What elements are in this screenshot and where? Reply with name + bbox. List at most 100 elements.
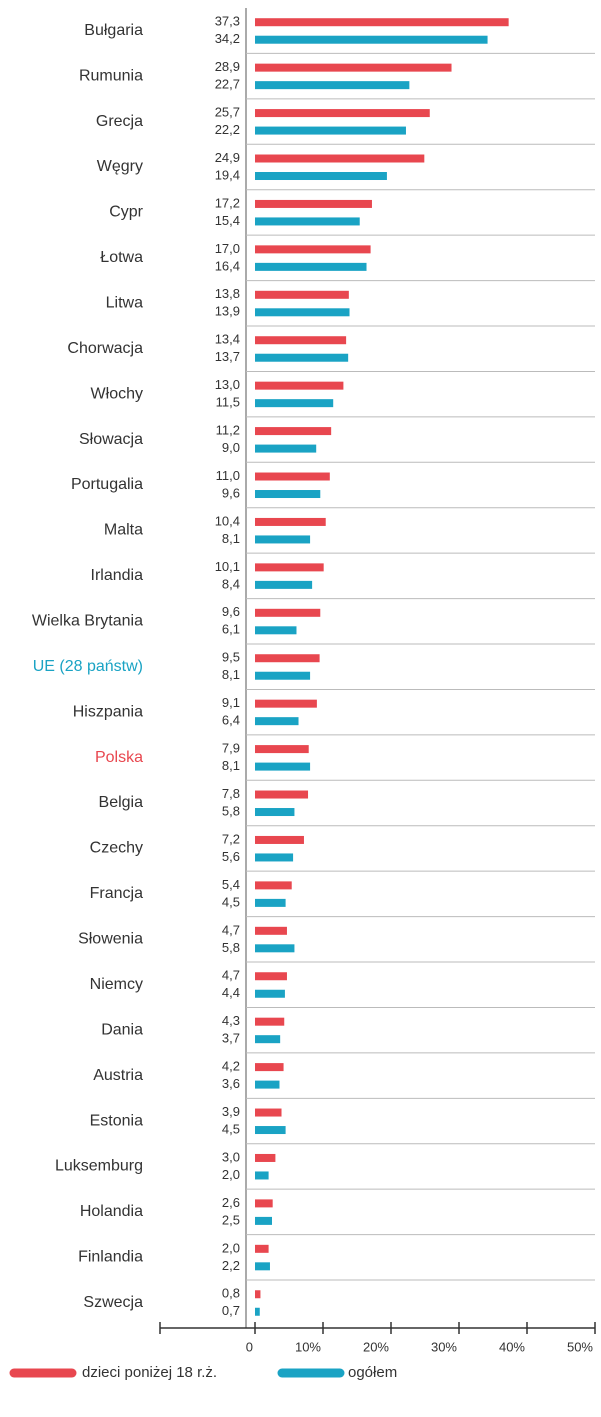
bar: [255, 654, 320, 663]
value-label: 8,1: [222, 531, 240, 546]
value-label: 22,7: [215, 77, 240, 92]
bar: [255, 81, 410, 90]
value-label: 9,5: [222, 650, 240, 665]
x-tick-label: 10%: [295, 1339, 321, 1354]
value-label: 9,0: [222, 440, 240, 455]
category-label: Luksemburg: [55, 1158, 143, 1175]
bar: [255, 1171, 269, 1180]
bar: [255, 336, 347, 345]
bar: [255, 427, 332, 436]
bar: [255, 626, 297, 635]
category-label: Malta: [104, 522, 143, 539]
value-label: 3,7: [222, 1031, 240, 1046]
bar: [255, 290, 349, 299]
bar: [255, 245, 371, 254]
bar: [255, 1035, 281, 1044]
value-label: 3,9: [222, 1104, 240, 1119]
value-label: 11,0: [216, 468, 240, 483]
value-label: 16,4: [215, 258, 240, 273]
bar: [255, 353, 349, 362]
category-label: Portugalia: [71, 476, 143, 493]
bar: [255, 671, 311, 680]
bar: [255, 1307, 260, 1316]
category-label: Grecja: [96, 113, 143, 130]
value-label: 4,7: [222, 922, 240, 937]
x-tick-label: 30%: [431, 1339, 457, 1354]
value-label: 11,2: [216, 423, 240, 438]
value-label: 13,7: [215, 349, 240, 364]
category-label: Holandia: [80, 1203, 143, 1220]
value-label: 0,8: [222, 1286, 240, 1301]
value-label: 2,6: [222, 1195, 240, 1210]
bar: [255, 745, 309, 754]
category-label: Litwa: [106, 295, 143, 312]
bar: [255, 1290, 261, 1299]
bar: [255, 898, 286, 907]
bar: [255, 808, 295, 817]
bar: [255, 18, 509, 27]
x-tick-label: 0: [246, 1339, 253, 1354]
value-label: 17,2: [215, 195, 240, 210]
category-label: Francja: [90, 885, 143, 902]
value-label: 13,8: [215, 286, 240, 301]
bar: [255, 699, 317, 708]
bar: [255, 1244, 269, 1253]
category-label: Rumunia: [79, 67, 143, 84]
bar: [255, 1080, 280, 1089]
bar: [255, 126, 406, 135]
bar: [255, 926, 287, 935]
bar: [255, 563, 324, 572]
x-tick-label: 20%: [363, 1339, 389, 1354]
value-label: 2,5: [222, 1212, 240, 1227]
value-label: 4,7: [222, 968, 240, 983]
value-label: 17,0: [215, 241, 240, 256]
value-label: 10,1: [215, 559, 240, 574]
value-label: 4,2: [222, 1059, 240, 1074]
bar: [255, 881, 292, 890]
value-label: 13,9: [215, 304, 240, 319]
bar: [255, 762, 311, 771]
category-label: Szwecja: [83, 1294, 143, 1311]
value-label: 13,0: [215, 377, 240, 392]
bar: [255, 490, 321, 499]
value-label: 11,5: [216, 395, 240, 410]
bar: [255, 109, 430, 118]
bar: [255, 853, 294, 862]
value-label: 15,4: [215, 213, 240, 228]
value-label: 22,2: [215, 122, 240, 137]
value-label: 4,3: [222, 1013, 240, 1028]
bar: [255, 199, 372, 208]
bar: [255, 1126, 286, 1135]
value-label: 28,9: [215, 59, 240, 74]
value-label: 4,5: [222, 894, 240, 909]
value-label: 7,2: [222, 831, 240, 846]
category-label: Hiszpania: [73, 703, 143, 720]
value-label: 6,4: [222, 713, 240, 728]
bar: [255, 154, 425, 163]
category-label: Irlandia: [91, 567, 144, 584]
value-label: 2,0: [222, 1167, 240, 1182]
bar: [255, 944, 295, 953]
bar: [255, 1017, 285, 1026]
value-label: 5,8: [222, 940, 240, 955]
bar: [255, 1216, 272, 1225]
bar: [255, 790, 309, 799]
category-label: Łotwa: [100, 249, 143, 266]
value-label: 3,0: [222, 1149, 240, 1164]
value-label: 25,7: [215, 105, 240, 120]
bar: [255, 172, 387, 181]
category-label: Cypr: [109, 204, 143, 221]
value-label: 0,7: [222, 1303, 240, 1318]
category-label: Czechy: [90, 840, 143, 857]
bar: [255, 989, 285, 998]
value-label: 8,1: [222, 758, 240, 773]
value-label: 4,5: [222, 1121, 240, 1136]
category-label: Włochy: [91, 385, 143, 402]
category-label: Bułgaria: [84, 22, 143, 39]
bar: [255, 535, 311, 544]
bar: [255, 835, 304, 844]
category-label: Belgia: [99, 794, 144, 811]
category-label: Słowacja: [79, 431, 143, 448]
x-tick-label: 40%: [499, 1339, 525, 1354]
